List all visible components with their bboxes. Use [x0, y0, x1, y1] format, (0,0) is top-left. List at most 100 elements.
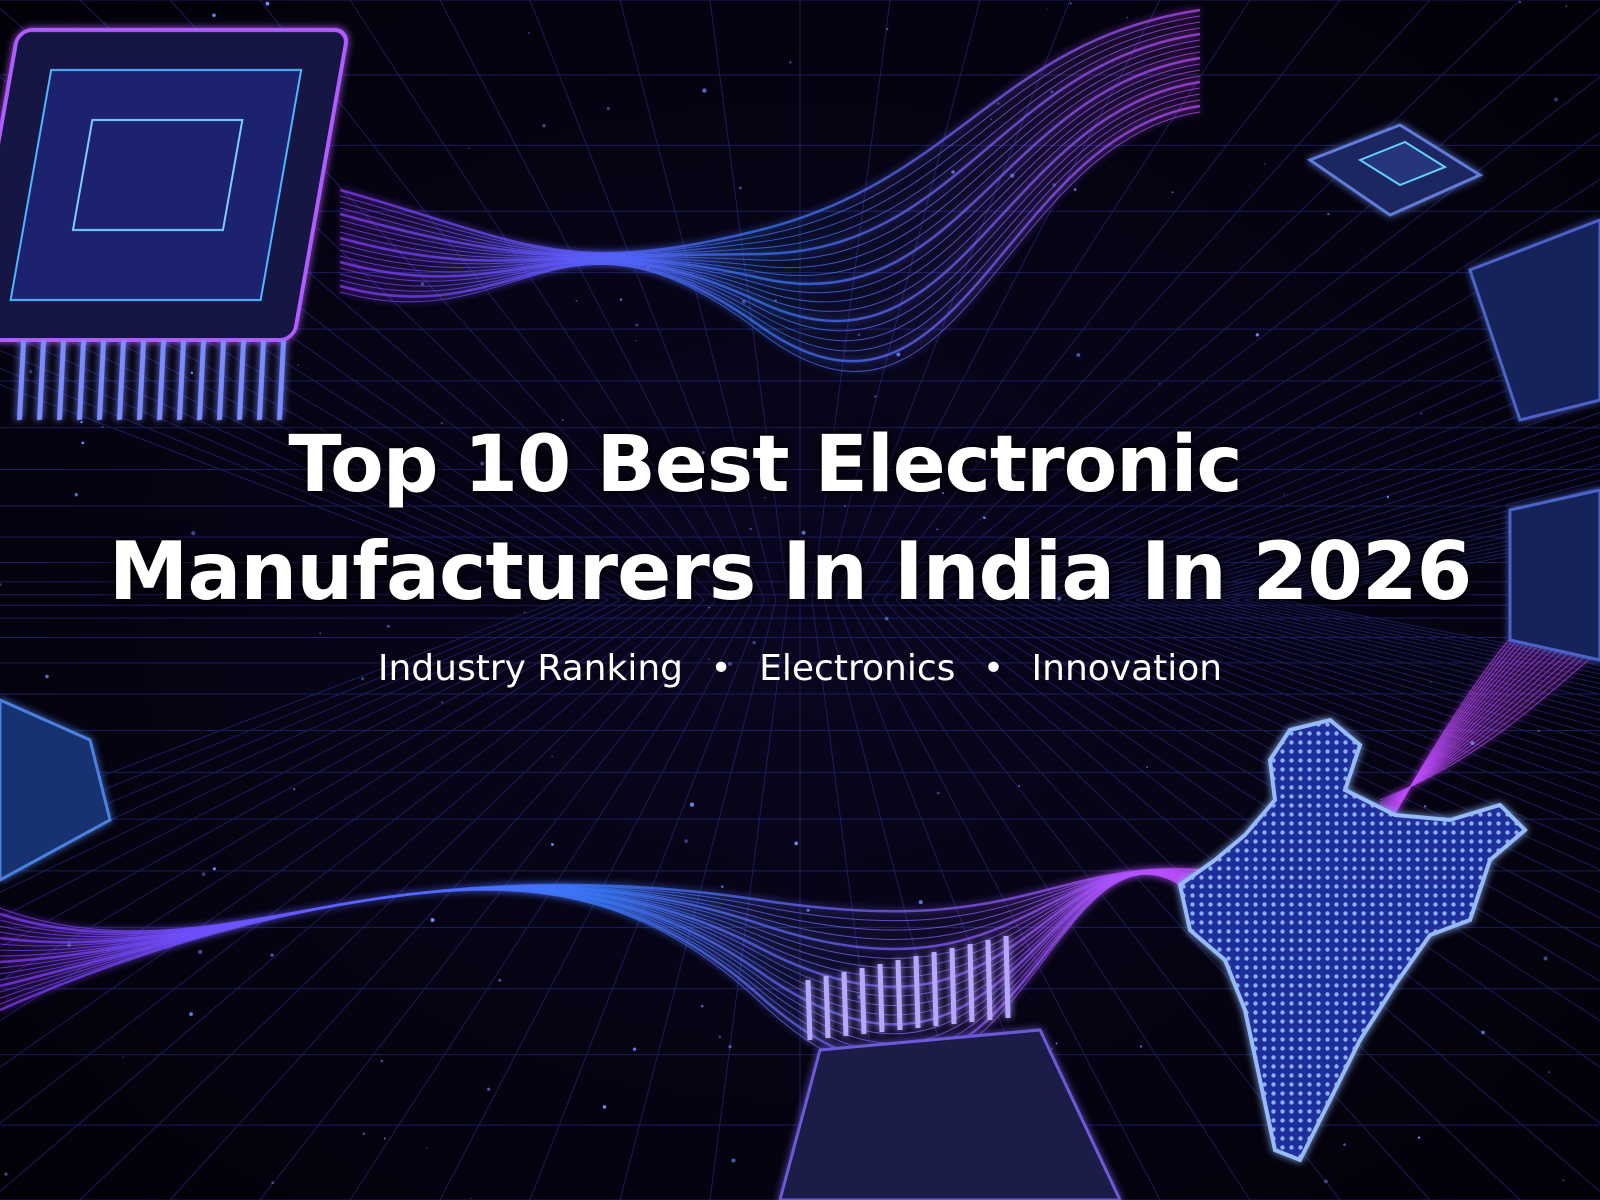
- star: [886, 27, 889, 31]
- star: [975, 460, 978, 462]
- star: [646, 266, 650, 270]
- star: [702, 88, 707, 93]
- chip-pin: [136, 339, 147, 421]
- grid-line: [0, 599, 633, 948]
- star: [420, 282, 425, 286]
- chip-top-left: [0, 28, 349, 421]
- grid-line: [0, 599, 657, 1022]
- grid-line: [1075, 424, 1600, 601]
- star: [844, 505, 846, 507]
- star: [1052, 183, 1056, 187]
- star: [1324, 1179, 1328, 1184]
- wave: [339, 45, 1201, 269]
- star: [551, 755, 553, 758]
- chip-pin: [36, 339, 47, 421]
- star: [342, 470, 346, 474]
- chip-right: [1468, 218, 1600, 662]
- chip-pin: [1003, 935, 1011, 1019]
- star: [789, 61, 792, 64]
- wave: [339, 21, 1201, 255]
- wave: [339, 32, 1201, 257]
- star: [783, 672, 786, 674]
- chip-pin: [216, 339, 227, 421]
- grid-line: [1087, 599, 1600, 765]
- star: [1423, 805, 1427, 808]
- star: [404, 568, 407, 570]
- chip-pin: [967, 943, 975, 1023]
- star: [4, 1172, 8, 1176]
- star: [962, 480, 967, 484]
- star: [271, 1181, 274, 1185]
- star: [198, 949, 203, 954]
- grid-line: [619, 599, 777, 1200]
- star: [889, 679, 892, 682]
- star: [990, 118, 993, 121]
- chip-pin: [76, 339, 87, 421]
- grid-line: [1135, 472, 1600, 601]
- star: [749, 527, 752, 531]
- grid-line: [991, 599, 1600, 893]
- chip-pin: [236, 339, 247, 421]
- star: [1386, 495, 1390, 499]
- grid-line: [79, 599, 705, 1200]
- star: [951, 170, 955, 174]
- star: [1283, 493, 1285, 496]
- grid-line: [0, 329, 597, 601]
- star: [498, 978, 502, 982]
- grid-line: [991, 307, 1600, 601]
- wave: [339, 87, 1201, 332]
- star: [170, 594, 173, 597]
- grid-line: [1015, 349, 1600, 601]
- subtitle-item: Innovation: [1031, 648, 1223, 689]
- grid-line: [1147, 479, 1600, 601]
- chip-pin: [196, 339, 207, 421]
- grid-line: [871, 599, 1341, 1200]
- grid-line: [1075, 599, 1600, 776]
- star: [669, 658, 673, 663]
- grid-line: [0, 599, 645, 982]
- star: [1046, 8, 1048, 10]
- star: [942, 491, 945, 495]
- star: [741, 299, 746, 304]
- star: [1481, 1030, 1485, 1035]
- star: [319, 632, 322, 635]
- grid-line: [0, 599, 621, 919]
- star: [635, 339, 637, 342]
- star: [1073, 188, 1077, 192]
- wave: [339, 63, 1201, 294]
- grid-line: [439, 0, 753, 601]
- chip-pin: [913, 955, 921, 1029]
- star: [1159, 383, 1161, 385]
- chip-pin: [276, 339, 287, 421]
- star: [1011, 473, 1016, 478]
- star: [794, 841, 799, 846]
- star: [29, 370, 33, 374]
- star: [212, 13, 216, 18]
- star: [936, 528, 938, 531]
- grid-line: [0, 599, 693, 1193]
- grid-line: [823, 0, 981, 601]
- wave: [0, 873, 1201, 1072]
- grid-line: [895, 0, 1521, 601]
- star: [689, 802, 695, 807]
- star: [857, 994, 862, 999]
- grid-line: [883, 599, 1431, 1200]
- chip-pin: [16, 339, 27, 421]
- grid-line: [847, 0, 1161, 601]
- grid-line: [619, 0, 777, 601]
- grid-line: [1051, 599, 1600, 802]
- star: [1548, 1071, 1550, 1074]
- star: [470, 1197, 472, 1199]
- star: [1429, 681, 1432, 683]
- star: [1170, 589, 1173, 592]
- grid-line: [529, 0, 765, 601]
- star: [396, 578, 398, 581]
- star: [728, 1045, 732, 1049]
- star: [1041, 467, 1046, 472]
- grid-line: [979, 599, 1600, 919]
- star: [122, 1056, 125, 1059]
- star: [1069, 2, 1072, 5]
- grid-line: [259, 599, 729, 1200]
- star: [362, 1132, 365, 1136]
